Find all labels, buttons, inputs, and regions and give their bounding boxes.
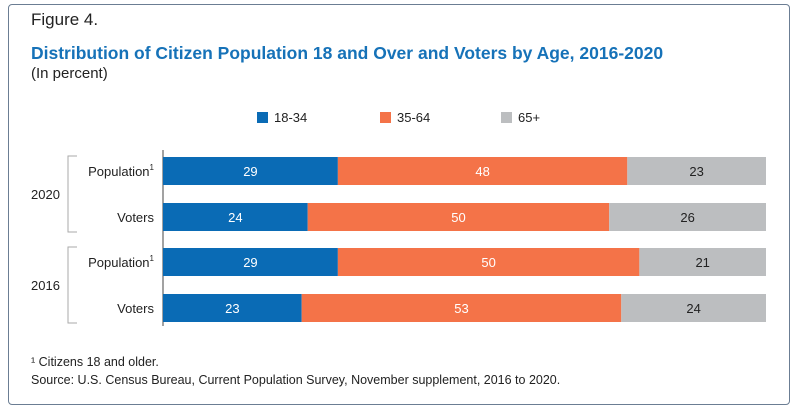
bar-segment-18-34 xyxy=(163,294,302,322)
legend-swatch-18-34 xyxy=(257,112,268,123)
bar-value-label: 24 xyxy=(686,301,700,316)
legend-item-65-plus: 65+ xyxy=(501,110,540,125)
legend-label-18-34: 18-34 xyxy=(274,110,308,125)
bar-value-label: 29 xyxy=(243,255,257,270)
legend-swatch-35-64 xyxy=(380,112,391,123)
figure-frame xyxy=(8,4,790,405)
bar-value-label: 50 xyxy=(451,210,465,225)
bar-value-label: 48 xyxy=(475,164,489,179)
group-bracket-2016 xyxy=(67,246,77,324)
bar-value-label: 29 xyxy=(243,164,257,179)
legend-item-35-64: 35-64 xyxy=(380,110,430,125)
bar-value-label: 26 xyxy=(680,210,694,225)
group-label-2020: 2020 xyxy=(31,187,60,202)
figure-label: Figure 4. xyxy=(31,10,99,29)
bar-value-label: 23 xyxy=(225,301,239,316)
bar-segment-35-64 xyxy=(337,157,628,185)
legend-item-18-34: 18-34 xyxy=(257,110,307,125)
category-label: Population1 xyxy=(88,254,154,270)
bar-value-label: 53 xyxy=(454,301,468,316)
bar-segment-35-64 xyxy=(337,248,640,276)
bar-value-label: 23 xyxy=(689,164,703,179)
bar-segment-65+ xyxy=(639,248,766,276)
category-label: Voters xyxy=(117,301,154,316)
legend-label-35-64: 35-64 xyxy=(397,110,431,125)
bar-segment-65+ xyxy=(621,294,766,322)
bar-segment-35-64 xyxy=(307,203,610,231)
bar-segment-18-34 xyxy=(163,157,338,185)
category-label: Voters xyxy=(117,210,154,225)
bar-segment-18-34 xyxy=(163,203,308,231)
bar-value-label: 24 xyxy=(228,210,242,225)
chart-title: Distribution of Citizen Population 18 an… xyxy=(31,43,664,63)
footnote: ¹ Citizens 18 and older. xyxy=(31,355,159,369)
bar-segment-65+ xyxy=(627,157,766,185)
source-note: Source: U.S. Census Bureau, Current Popu… xyxy=(31,373,561,387)
bar-segment-65+ xyxy=(609,203,766,231)
bar-value-label: 21 xyxy=(695,255,709,270)
bar-segment-18-34 xyxy=(163,248,338,276)
bar-segment-35-64 xyxy=(301,294,622,322)
chart-subtitle: (In percent) xyxy=(31,65,108,82)
group-bracket-2020 xyxy=(67,155,77,233)
bar-value-label: 50 xyxy=(481,255,495,270)
category-label: Population1 xyxy=(88,163,154,179)
legend-swatch-65-plus xyxy=(501,112,512,123)
legend-label-65-plus: 65+ xyxy=(518,110,541,125)
group-label-2016: 2016 xyxy=(31,278,60,293)
